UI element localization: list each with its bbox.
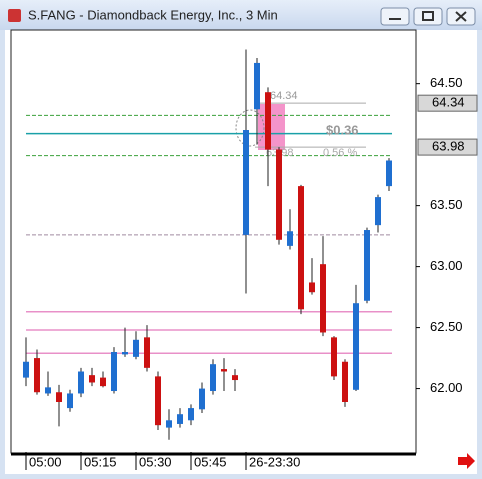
candle-body [122,351,128,355]
y-tick-label: 64.50 [430,75,463,90]
y-tick-label: 62.50 [430,319,463,334]
candle-body [56,392,62,402]
maximize-button[interactable] [413,7,443,26]
candle-body [265,92,271,150]
candle-body [89,375,95,383]
window-buttons [380,7,476,26]
maximize-icon [422,11,434,21]
candle-body [45,387,51,394]
candle-body [188,408,194,421]
candle-body [177,414,183,424]
measure-anchor [235,109,265,147]
x-tick-label: 26-23:30 [249,454,300,469]
candle-body [232,375,238,381]
candle-body [309,282,315,293]
price-marker-label: 63.98 [432,139,465,154]
scroll-arrow[interactable] [458,453,475,469]
app-icon [8,9,21,22]
y-tick-label: 62.00 [430,380,463,395]
measure-percent: 0.56 % [323,147,357,159]
candle-body [199,388,205,410]
candle-body [144,337,150,368]
x-tick-label: 05:00 [29,454,62,469]
x-tick-label: 05:30 [139,454,172,469]
minimize-button[interactable] [380,7,410,26]
candle-body [34,358,40,393]
candle-body [375,197,381,226]
candle-body [23,361,29,378]
y-tick-label: 63.00 [430,258,463,273]
candle-body [298,186,304,310]
candle-body [166,420,172,428]
price-marker-label: 64.34 [432,95,465,110]
candle-body [386,160,392,187]
measure-change: $0.36 [326,123,359,138]
y-tick-label: 63.50 [430,197,463,212]
price-marker-box [417,94,478,112]
candle-body [67,393,73,409]
candle-body [155,376,161,426]
candle-body [364,230,370,301]
close-icon [455,11,467,22]
x-tick-label: 05:45 [194,454,227,469]
candle-body [221,369,227,372]
candle-body [331,337,337,377]
candle-body [287,231,293,246]
measure-highlight [258,104,285,150]
candle-body [78,371,84,394]
window-title: S.FANG - Diamondback Energy, Inc., 3 Min [28,7,278,22]
candle-body [100,377,106,387]
x-tick-label: 05:15 [84,454,117,469]
price-marker-box [417,138,478,156]
measure-high-label: 64.34 [270,90,298,102]
candle-body [210,364,216,392]
candle-body [276,149,282,240]
candle-body [111,351,117,392]
plot: 64.50 63.50 63.00 62.50 62.00 64.34 63.98 64.34… [23,49,478,470]
candle-body [342,361,348,402]
candle-body [243,130,249,235]
candle-body [254,62,260,110]
candle-body [353,303,359,390]
candle-body [133,339,139,357]
candle-body [320,264,326,333]
